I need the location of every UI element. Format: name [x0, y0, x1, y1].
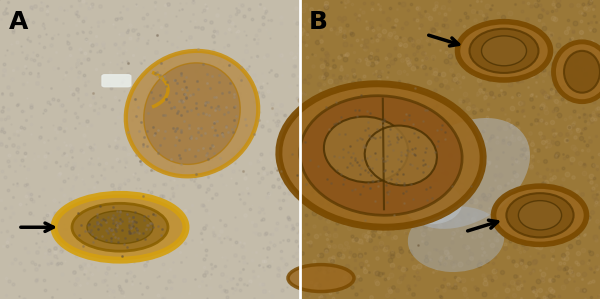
Ellipse shape: [506, 193, 574, 237]
Bar: [300, 0, 600, 299]
Bar: [0, 0, 300, 299]
Ellipse shape: [482, 36, 527, 66]
Ellipse shape: [288, 265, 354, 292]
Ellipse shape: [279, 84, 483, 227]
Ellipse shape: [402, 182, 462, 224]
FancyBboxPatch shape: [102, 75, 131, 87]
Ellipse shape: [365, 126, 437, 185]
Ellipse shape: [400, 118, 530, 229]
Ellipse shape: [408, 206, 504, 272]
Ellipse shape: [54, 194, 186, 260]
Text: B: B: [309, 10, 328, 34]
Ellipse shape: [554, 42, 600, 102]
Ellipse shape: [458, 22, 551, 80]
Ellipse shape: [324, 117, 408, 182]
Ellipse shape: [72, 203, 168, 251]
Text: A: A: [9, 10, 28, 34]
Ellipse shape: [470, 29, 539, 73]
Ellipse shape: [518, 201, 562, 230]
Ellipse shape: [564, 51, 600, 93]
Ellipse shape: [300, 96, 462, 215]
Ellipse shape: [126, 51, 258, 176]
Ellipse shape: [87, 211, 153, 244]
Ellipse shape: [144, 63, 240, 164]
Ellipse shape: [493, 186, 587, 245]
